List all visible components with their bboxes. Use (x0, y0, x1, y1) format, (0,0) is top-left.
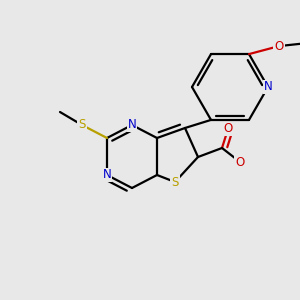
Text: S: S (171, 176, 179, 188)
Text: O: O (236, 155, 244, 169)
Text: O: O (274, 40, 284, 52)
Text: N: N (128, 118, 136, 131)
Text: O: O (224, 122, 232, 136)
Text: N: N (103, 169, 111, 182)
Text: N: N (264, 80, 272, 94)
Text: S: S (78, 118, 86, 131)
